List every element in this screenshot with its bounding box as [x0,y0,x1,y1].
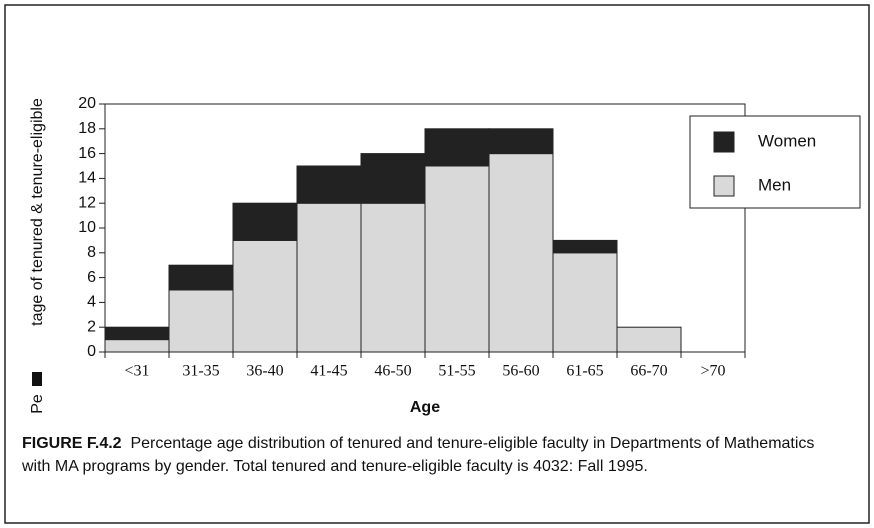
bar-segment [424,128,490,167]
y-axis-label: tage of tenured & tenure-eligible [29,98,46,326]
legend-swatch [713,175,735,197]
y-tick-label: 16 [78,145,96,162]
y-tick-label: 6 [87,269,96,286]
y-tick-label: 0 [87,343,96,360]
y-tick-label: 10 [78,219,96,236]
bar-segment [488,128,554,155]
bar-segment [232,239,298,353]
y-tick-label: 4 [87,294,96,311]
x-tick-label: 61-65 [566,363,603,380]
bar-segment [616,326,682,353]
x-tick-label: 56-60 [502,363,539,380]
x-tick-label: <31 [124,363,149,380]
legend-box [689,115,861,209]
bar-segment [488,153,554,353]
bar-segment [552,252,618,353]
bar-segment [296,165,362,204]
y-tick-label: 2 [87,318,96,335]
caption-label: FIGURE F.4.2 [22,435,122,452]
legend-label: Men [758,175,791,194]
bar-segment [296,202,362,353]
bar-segment [360,153,426,204]
x-axis-label: Age [410,399,440,416]
bar-segment [360,202,426,353]
bar-segment [104,339,170,353]
bar-segment [168,264,234,291]
x-tick-label: 36-40 [246,363,283,380]
y-tick-label: 18 [78,120,96,137]
bar-segment [424,165,490,353]
caption: FIGURE F.4.2 Percentage age distribution… [22,432,842,478]
bar-segment [552,239,618,254]
y-tick-label: 14 [78,170,96,187]
x-tick-label: 41-45 [310,363,347,380]
legend-label: Women [758,131,816,150]
bar-segment [104,326,170,341]
bar-segment [168,289,234,353]
frame [4,4,870,524]
x-tick-label: 31-35 [182,363,219,380]
caption-text: Percentage age distribution of tenured a… [22,435,815,475]
y-tick-label: 20 [78,95,96,112]
marker [32,372,42,386]
y-tick-label: 8 [87,244,96,261]
x-tick-label: 66-70 [630,363,667,380]
y-axis-label-fragment: Pe [29,394,46,414]
x-tick-label: 51-55 [438,363,475,380]
x-tick-label: 46-50 [374,363,411,380]
y-tick-label: 12 [78,194,96,211]
bar-segment [232,202,298,241]
legend-swatch [713,131,735,153]
x-tick-label: >70 [700,363,725,380]
